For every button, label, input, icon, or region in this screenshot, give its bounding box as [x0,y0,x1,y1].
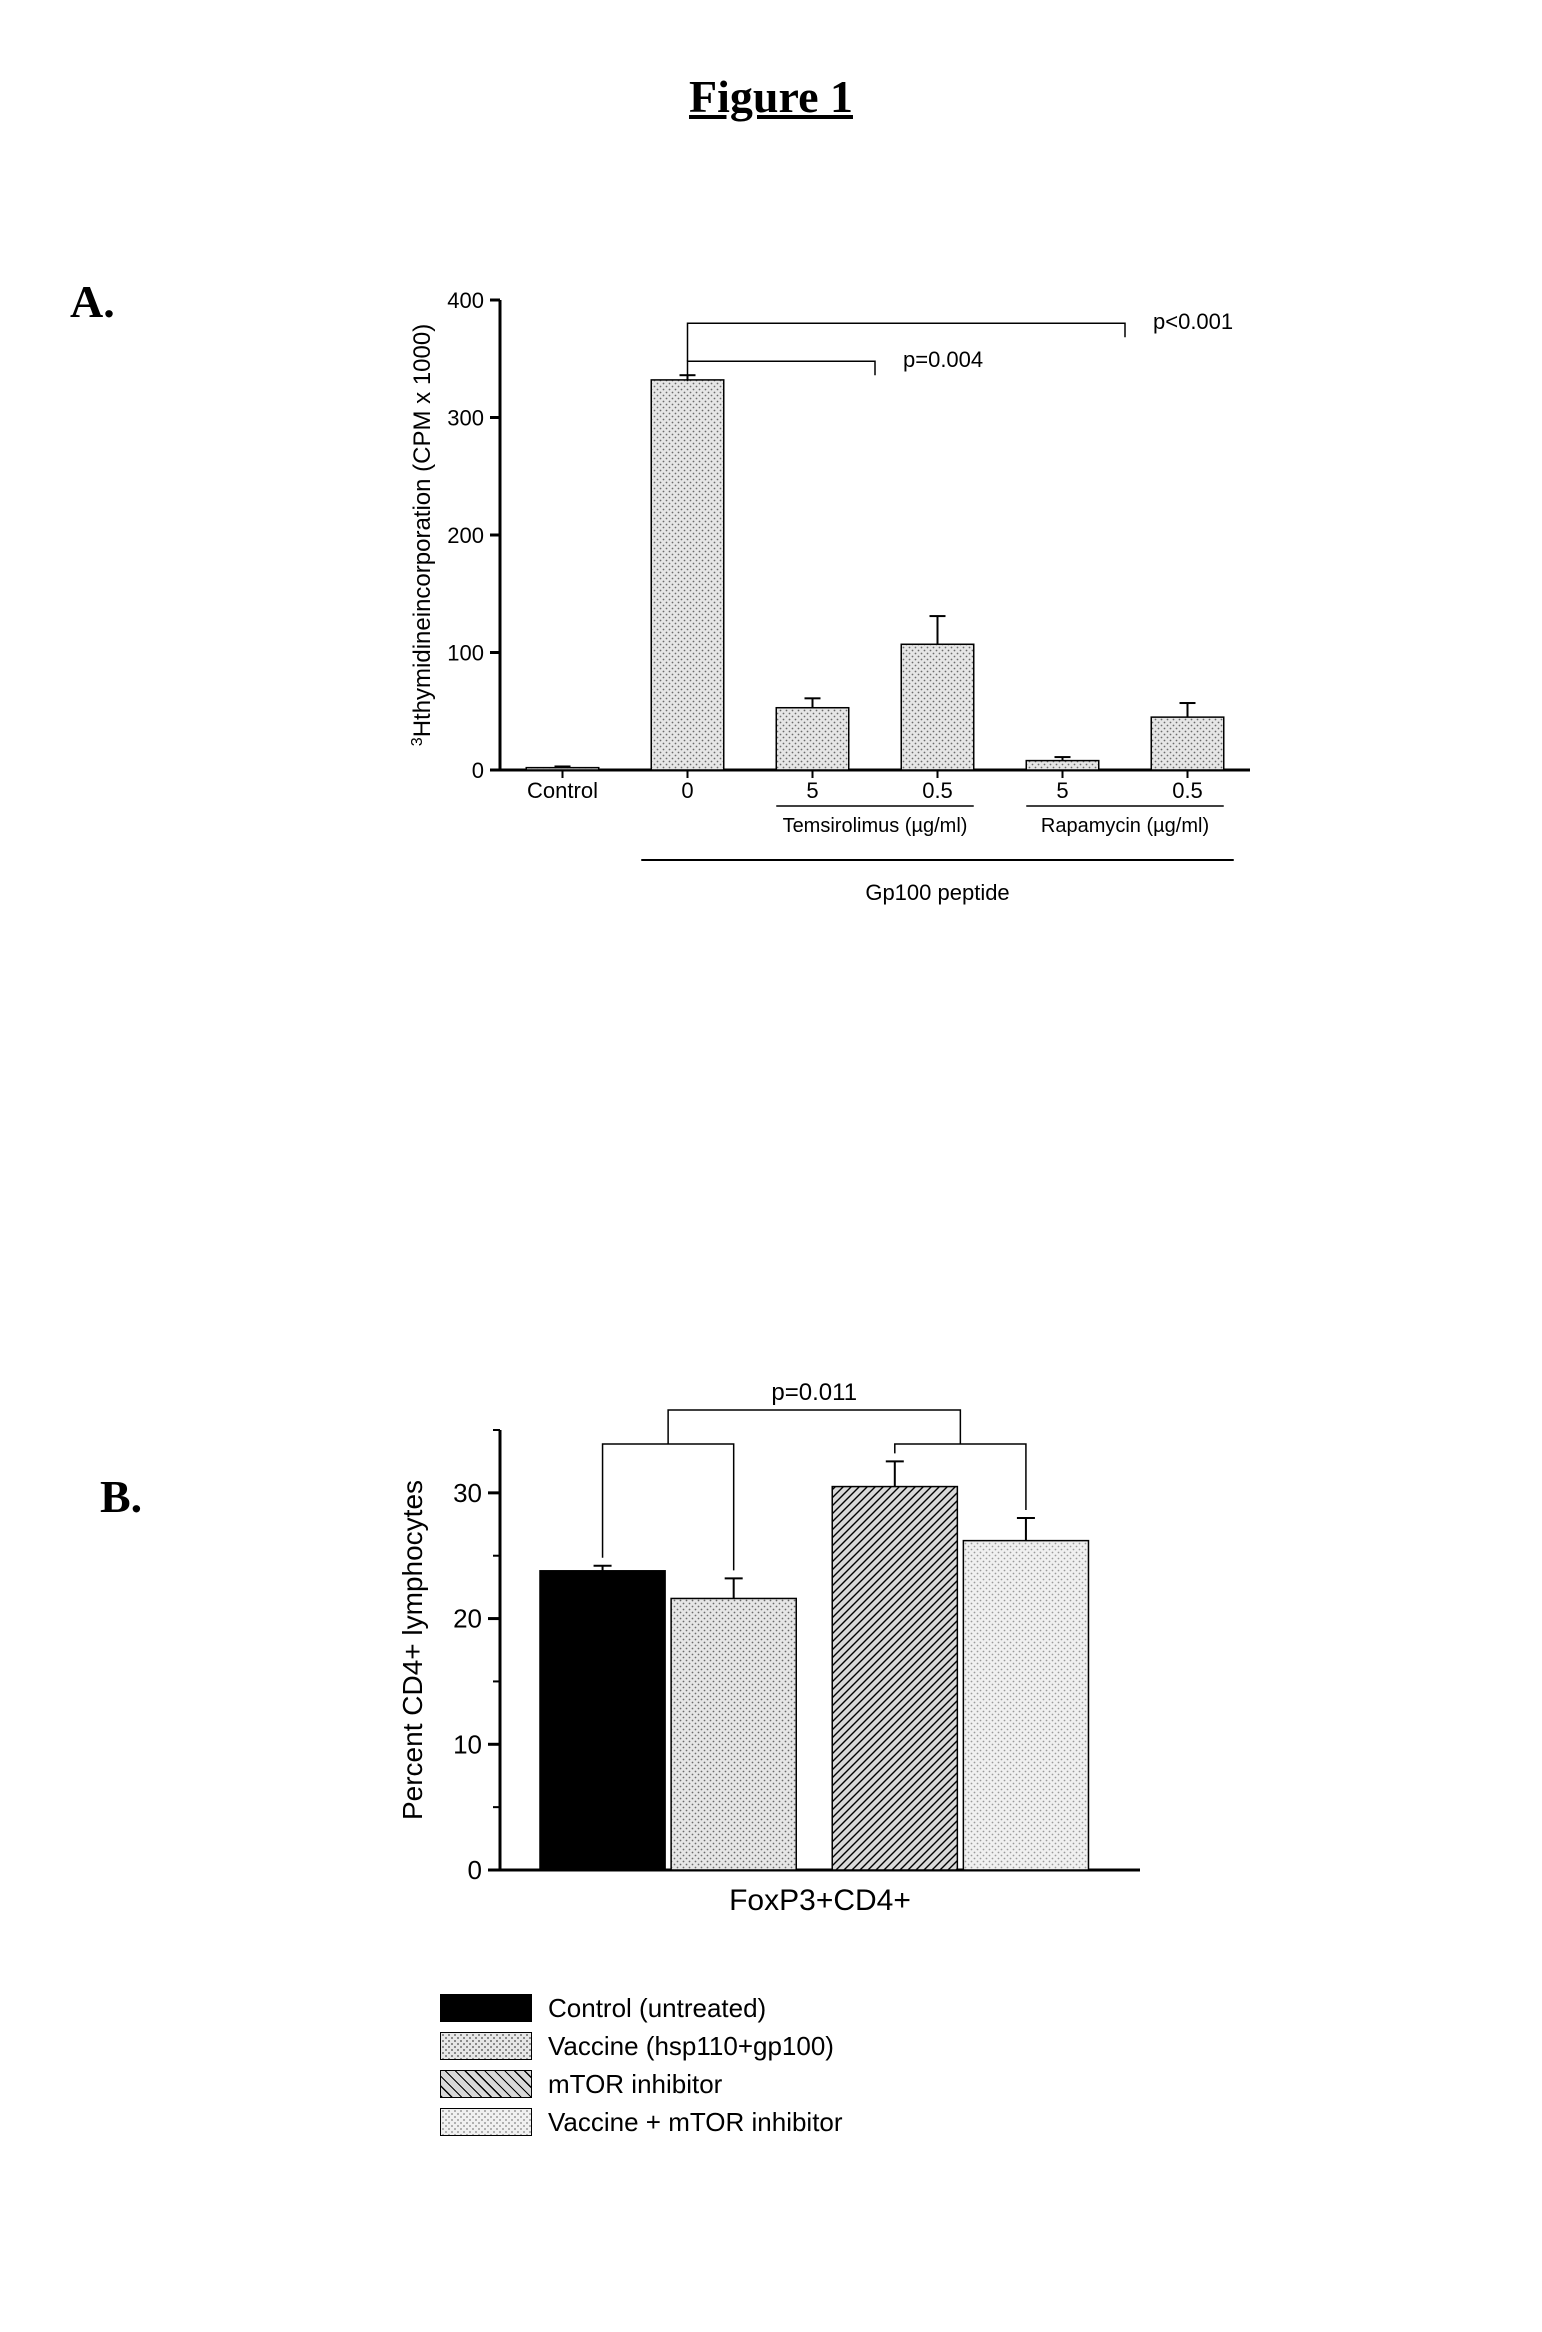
legend-swatch [440,1994,532,2022]
ytick-label: 30 [453,1478,482,1508]
overall-group-label: Gp100 peptide [865,880,1009,905]
bar [832,1487,957,1870]
ytick-label: 0 [468,1855,482,1885]
legend-swatch [440,2070,532,2098]
chart-b: 0 10 20 30 Percent CD4+ lymphocytes FoxP3+CD4… [370,1320,1230,1980]
bar [776,708,849,770]
ytick-label: 300 [447,406,484,431]
x-tick-label: 0 [681,778,693,803]
bar [901,644,974,770]
chart-b-legend: Control (untreated) Vaccine (hsp110+gp100… [440,1990,1140,2142]
group-label: Rapamycin (µg/ml) [1041,815,1209,837]
x-tick-label: Control [527,778,598,803]
y-axis-label: 3Hthymidineincorporation (CPM x 1000) [409,324,436,746]
legend-item: Vaccine (hsp110+gp100) [440,2028,1140,2064]
figure-page: Figure 1 A. B. 01002003004003Hthymidinei… [0,0,1542,2332]
panel-b-label: B. [100,1470,142,1523]
ytick-label: 200 [447,523,484,548]
ytick-label: 20 [453,1604,482,1634]
legend-item: Control (untreated) [440,1990,1140,2026]
group-label: Temsirolimus (µg/ml) [783,815,968,837]
ytick-label: 10 [453,1729,482,1759]
bar [540,1571,665,1870]
x-axis-label: FoxP3+CD4+ [729,1884,911,1917]
panel-a-label: A. [70,275,115,328]
ytick-label: 100 [447,641,484,666]
bar [671,1598,796,1870]
x-tick-label: 5 [806,778,818,803]
legend-label: mTOR inhibitor [548,2069,722,2100]
legend-item: Vaccine + mTOR inhibitor [440,2104,1140,2140]
ytick-label: 400 [447,288,484,313]
legend-swatch [440,2032,532,2060]
significance-label: p=0.011 [771,1379,857,1406]
bar [963,1541,1088,1870]
bar [651,380,724,770]
significance-label: p<0.001 [1153,309,1233,334]
x-tick-label: 5 [1056,778,1068,803]
legend-item: mTOR inhibitor [440,2066,1140,2102]
x-tick-label: 0.5 [1172,778,1203,803]
legend-label: Control (untreated) [548,1993,766,2024]
bar [1151,717,1224,770]
chart-a-plot: 0 100 200 300 400 3Hthymidineincorporation (C… [409,288,1250,905]
chart-b-plot: 0 10 20 30 Percent CD4+ lymphocytes FoxP3+CD4… [397,1379,1140,1917]
y-axis-label: Percent CD4+ lymphocytes [397,1480,428,1820]
bar [1026,761,1099,770]
chart-a: 0 100 200 300 400 3Hthymidineincorporation (C… [380,250,1340,1010]
significance-label: p=0.004 [903,347,983,372]
x-tick-label: 0.5 [922,778,953,803]
legend-swatch [440,2108,532,2136]
legend-label: Vaccine + mTOR inhibitor [548,2107,843,2138]
legend-label: Vaccine (hsp110+gp100) [548,2031,834,2062]
ytick-label: 0 [472,758,484,783]
bar [526,768,599,770]
figure-title: Figure 1 [0,70,1542,123]
